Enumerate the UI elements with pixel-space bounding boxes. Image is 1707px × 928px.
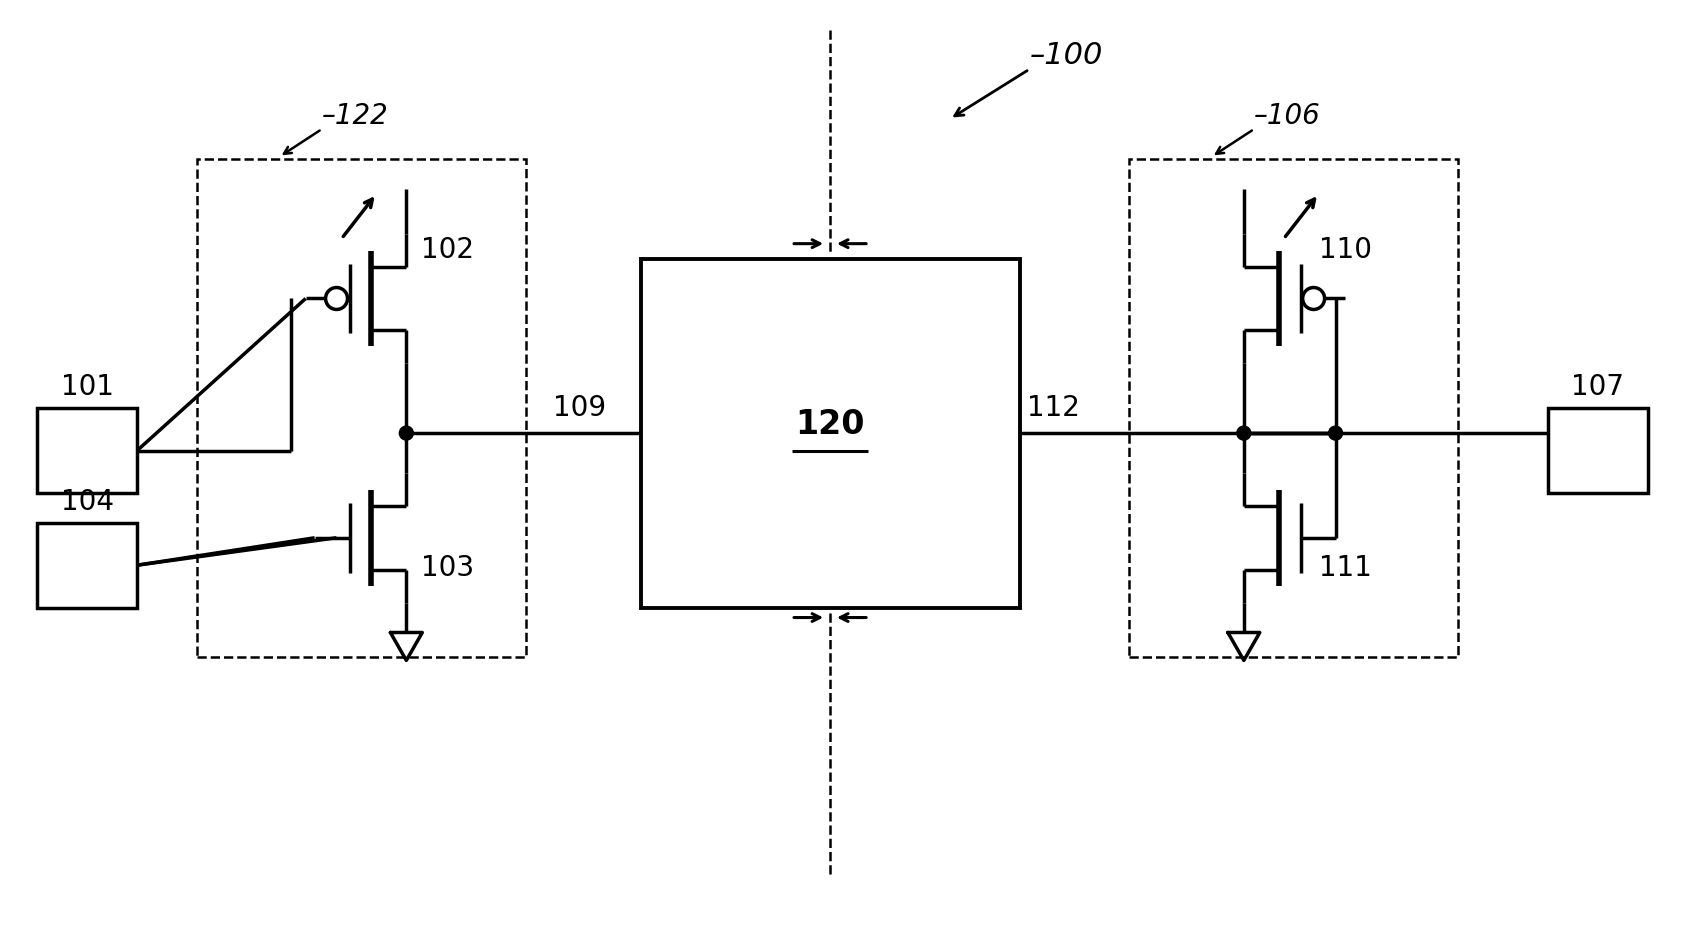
Circle shape: [1236, 427, 1250, 441]
Text: 109: 109: [553, 393, 606, 421]
Text: 112: 112: [1028, 393, 1081, 421]
Bar: [196, 160, 526, 658]
Bar: [1128, 160, 1458, 658]
Bar: [1547, 408, 1647, 494]
Text: 101: 101: [61, 373, 114, 401]
Bar: [38, 523, 137, 608]
Text: –122: –122: [323, 102, 389, 130]
Text: 120: 120: [795, 407, 864, 440]
Circle shape: [399, 427, 413, 441]
Text: –100: –100: [1029, 41, 1103, 71]
Text: 104: 104: [61, 487, 114, 515]
Text: 107: 107: [1570, 373, 1623, 401]
Bar: [38, 408, 137, 494]
Text: 102: 102: [422, 236, 475, 264]
Circle shape: [1328, 427, 1342, 441]
Text: 111: 111: [1318, 553, 1371, 581]
Text: 103: 103: [422, 553, 475, 581]
Text: 110: 110: [1318, 236, 1371, 264]
Bar: [640, 259, 1019, 608]
Text: –106: –106: [1253, 102, 1320, 130]
